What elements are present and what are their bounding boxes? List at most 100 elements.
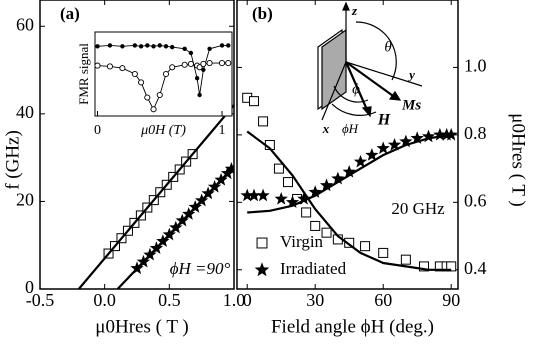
x-axis-label: μ0H (T) xyxy=(140,123,186,138)
annotation: z xyxy=(351,3,358,18)
star-marker xyxy=(256,188,270,202)
series-line xyxy=(246,130,452,271)
dot-marker xyxy=(194,76,200,81)
dot-marker xyxy=(151,44,156,49)
y-tick-label: 20 xyxy=(16,190,34,210)
star-marker xyxy=(376,141,390,154)
dot-marker xyxy=(188,50,194,56)
dot-marker xyxy=(107,43,113,48)
dot-marker xyxy=(226,43,231,48)
star-marker xyxy=(240,188,254,202)
x-tick-label: 30 xyxy=(306,290,324,310)
star-marker xyxy=(254,262,270,277)
star-marker xyxy=(399,134,413,148)
circle-marker xyxy=(131,70,138,78)
star-marker xyxy=(274,192,288,205)
x-tick-label: -0.5 xyxy=(26,290,55,310)
annotation: ϕ xyxy=(352,81,360,97)
dot-marker xyxy=(219,43,225,48)
annotation: θ xyxy=(384,39,392,55)
annotation: ϕH =90° xyxy=(170,259,231,278)
legend-label: Virgin xyxy=(280,232,324,251)
y-tick-label: 0 xyxy=(25,277,34,297)
circle-marker xyxy=(225,60,232,67)
annotation: ϕH xyxy=(342,121,359,136)
square-marker xyxy=(419,261,429,272)
circle-marker xyxy=(169,64,176,71)
square-marker xyxy=(378,247,389,258)
annotation: y xyxy=(407,67,415,82)
square-marker xyxy=(258,116,269,127)
circle-marker xyxy=(181,61,188,68)
star-marker xyxy=(444,127,458,141)
annotation: Ms xyxy=(401,97,421,113)
square-marker xyxy=(283,177,293,188)
star-marker xyxy=(421,129,436,143)
x-tick-label: 0.5 xyxy=(158,290,181,310)
y-tick-label: 0.4 xyxy=(464,258,487,278)
x-tick-label: 0.0 xyxy=(93,290,116,310)
circle-marker xyxy=(150,106,157,113)
star-marker xyxy=(353,154,368,168)
circle-marker xyxy=(218,60,226,67)
circle-marker xyxy=(144,94,151,101)
y-tick-label: 40 xyxy=(16,102,34,122)
circle-marker xyxy=(162,70,170,78)
circle-marker xyxy=(196,64,203,71)
dot-marker xyxy=(207,46,212,51)
star-marker xyxy=(247,188,261,202)
star-marker xyxy=(410,131,424,144)
dot-marker xyxy=(182,46,187,51)
dot-marker xyxy=(145,43,150,48)
y-axis-label: FMR signal xyxy=(76,43,91,105)
plot-frame xyxy=(236,0,459,290)
x-axis-label: μ0Hres ( T ) xyxy=(95,316,188,337)
star-marker xyxy=(224,162,234,175)
x-tick-label: 0 xyxy=(94,123,101,138)
y-tick-label: 0.8 xyxy=(464,123,487,143)
y-axis-label: μ0Hres ( T ) xyxy=(508,113,529,206)
square-marker xyxy=(360,241,371,252)
plot-area xyxy=(77,104,234,289)
plot-frame xyxy=(39,0,235,290)
x-tick-label: 1.0 xyxy=(223,290,246,310)
circle-marker xyxy=(106,63,113,70)
dot-marker xyxy=(163,44,169,49)
series-line xyxy=(116,165,234,289)
star-marker xyxy=(433,127,447,141)
legend-label: Irradiated xyxy=(280,259,347,278)
dot-marker xyxy=(197,92,202,98)
star-marker xyxy=(297,192,311,205)
x-tick-label: 0 xyxy=(243,290,252,310)
square-marker xyxy=(256,237,268,249)
square-marker xyxy=(301,207,312,218)
circle-marker xyxy=(156,91,163,99)
square-marker xyxy=(400,254,411,265)
dot-marker xyxy=(157,43,162,48)
annotation: x xyxy=(322,121,330,136)
annotation: H xyxy=(377,112,391,129)
x-tick-label: 1 xyxy=(219,123,226,138)
circle-marker xyxy=(95,62,101,69)
annotation: (b) xyxy=(252,4,273,23)
star-marker xyxy=(285,195,300,208)
square-marker xyxy=(446,261,457,272)
dot-marker xyxy=(95,44,100,49)
plot-area xyxy=(240,92,458,272)
star-marker xyxy=(387,138,402,151)
y-axis-label: f (GHz) xyxy=(2,130,23,190)
square-marker xyxy=(249,96,259,107)
y-tick-label: 60 xyxy=(16,14,34,34)
star-marker xyxy=(342,165,356,178)
star-marker xyxy=(365,148,379,161)
annotation: 20 GHz xyxy=(391,199,445,218)
square-marker xyxy=(344,237,355,248)
annotation: (a) xyxy=(60,4,80,23)
plot-area xyxy=(95,43,232,113)
star-marker xyxy=(319,178,334,192)
circle-marker xyxy=(187,60,194,67)
dot-marker xyxy=(138,44,144,49)
x-axis-label: Field angle ϕH (deg.) xyxy=(271,316,434,337)
star-marker xyxy=(308,185,322,198)
